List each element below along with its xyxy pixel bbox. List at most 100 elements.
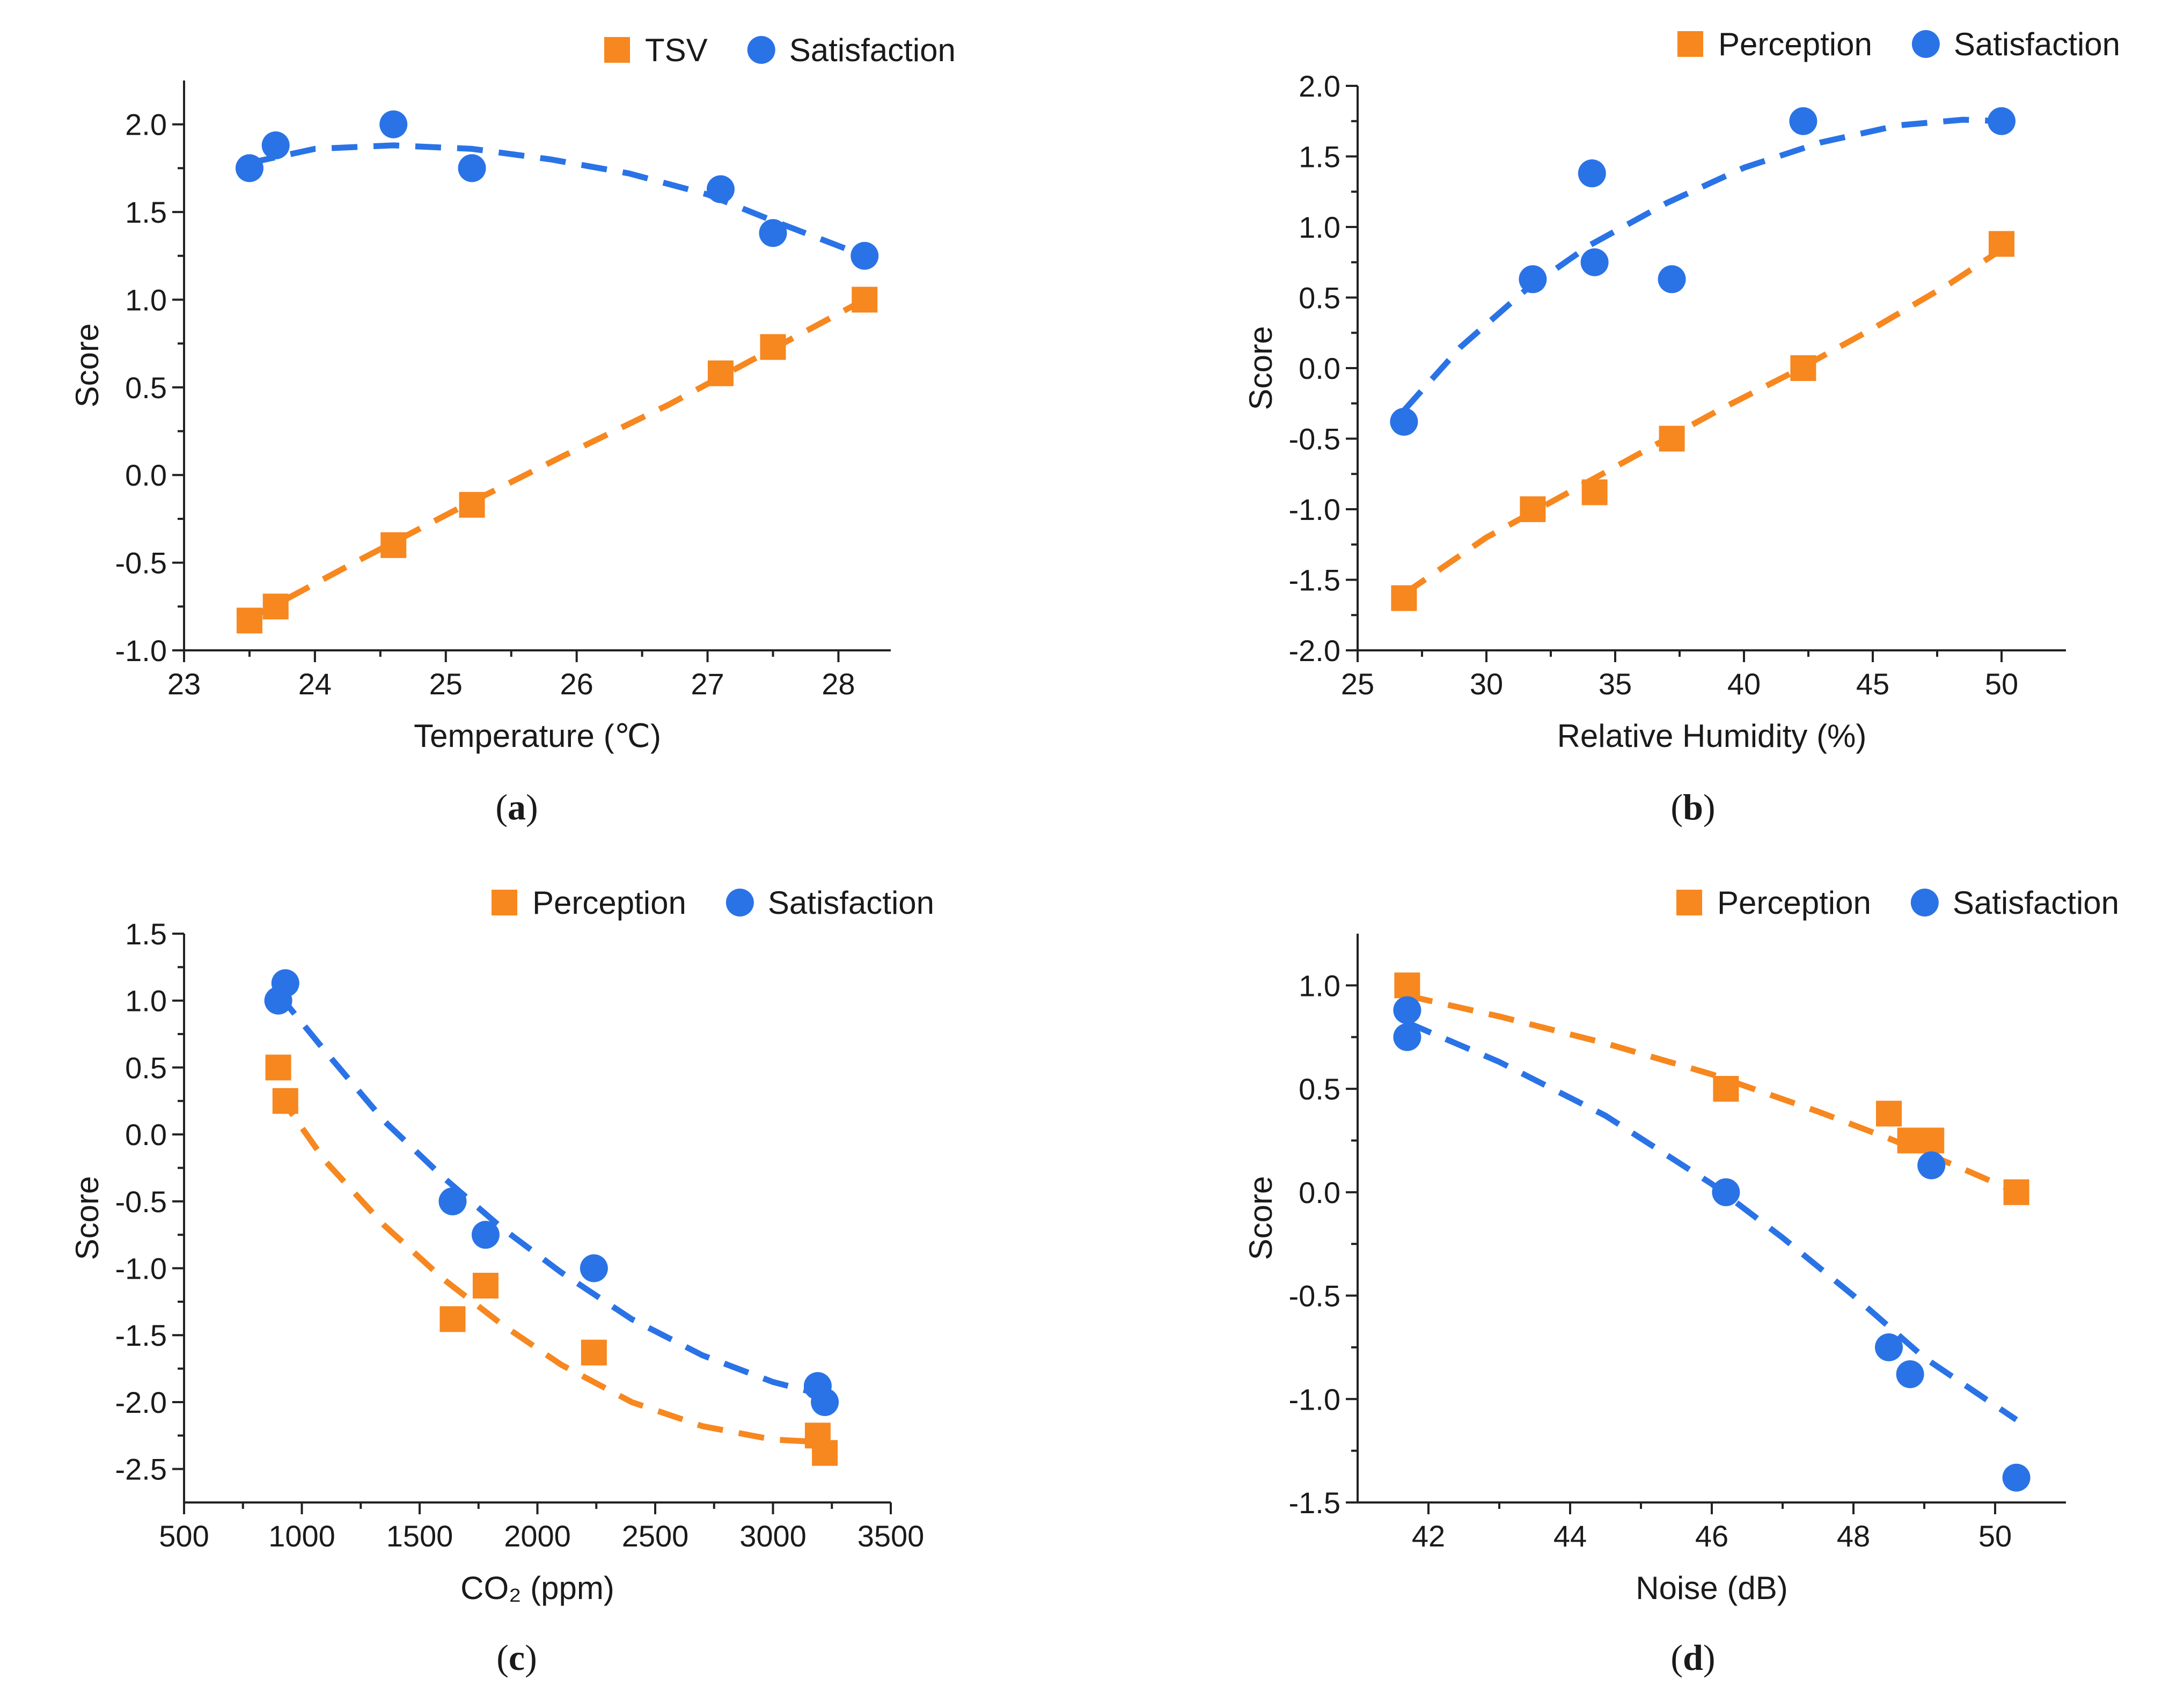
y-tick-label: -1.5 (115, 1318, 167, 1352)
fit-curve (276, 992, 826, 1398)
x-tick-label: 50 (1985, 667, 2018, 701)
data-point (1988, 107, 2016, 135)
x-tick-label: 26 (560, 667, 593, 701)
data-point (1918, 1127, 1945, 1154)
caption-letter: d (1683, 1637, 1703, 1678)
series-perception (265, 1054, 838, 1466)
y-tick-label: -2.0 (115, 1385, 167, 1419)
data-point (851, 241, 879, 270)
data-point (1578, 159, 1606, 188)
y-axis-title: Score (69, 324, 105, 408)
data-point (1393, 1023, 1421, 1051)
series-satisfaction (235, 110, 879, 270)
x-tick-label: 23 (167, 667, 201, 701)
x-tick-label: 1000 (268, 1519, 335, 1553)
y-tick-label: 1.0 (125, 283, 167, 317)
data-point (379, 110, 408, 138)
panel-caption: (b) (1670, 787, 1715, 827)
y-tick-label: -0.5 (1289, 422, 1341, 456)
data-point (1789, 107, 1817, 135)
series-perception (1394, 972, 2029, 1205)
chart-panel-a: 23 24 25 26 27 28 -1.0 -0.5 0.0 0.5 1.0 1.5 2.0 Tempe… (69, 32, 956, 827)
y-tick-label: 0.5 (1299, 281, 1340, 315)
data-point (1875, 1333, 1903, 1361)
panel-caption: (c) (496, 1637, 537, 1678)
y-tick-label: 1.5 (125, 917, 167, 951)
fit-curve (248, 142, 866, 259)
y-tick-label: -0.5 (115, 546, 167, 580)
x-tick-label: 45 (1856, 667, 1889, 701)
caption-letter: c (509, 1637, 525, 1678)
fit-curve (1402, 247, 2004, 597)
panel-caption: (a) (495, 787, 538, 827)
y-tick-label: 2.0 (1299, 69, 1340, 103)
data-point (1394, 972, 1420, 999)
data-point (1393, 996, 1421, 1024)
legend-marker (1677, 31, 1703, 57)
data-point (1658, 265, 1686, 294)
y-tick-label: 0.5 (1299, 1072, 1340, 1106)
data-point (272, 1088, 298, 1114)
legend-label: Perception (1717, 885, 1871, 921)
y-tick-label: -0.5 (115, 1185, 167, 1219)
y-tick-label: 0.0 (1299, 1176, 1340, 1209)
data-point (1917, 1151, 1946, 1179)
caption-paren: ) (1703, 787, 1716, 827)
x-axis-title: Temperature (℃) (414, 718, 661, 754)
fit-curve (1406, 993, 2018, 1195)
series-tsv (236, 287, 878, 634)
legend: Perception Satisfaction (1676, 885, 2119, 921)
data-point (1520, 496, 1546, 522)
y-tick-label: 1.0 (1299, 969, 1340, 1002)
x-tick-label: 3500 (858, 1519, 925, 1553)
data-point (439, 1306, 466, 1332)
data-point (265, 1054, 291, 1081)
x-tick-label: 35 (1599, 667, 1632, 701)
legend-label: Satisfaction (789, 32, 956, 68)
y-axis-title: Score (1243, 1176, 1279, 1260)
y-tick-label: -0.5 (1289, 1279, 1341, 1313)
series-satisfaction (1393, 996, 2031, 1492)
chart-panel-b: 25 30 35 40 45 50 -2.0 -1.5 -1.0 -0.5 0.0 0.5 1.0 1.5… (1243, 26, 2120, 827)
y-tick-label: 1.5 (125, 195, 167, 229)
x-tick-label: 44 (1553, 1519, 1587, 1553)
data-point (580, 1254, 608, 1282)
y-tick-label: -1.5 (1289, 563, 1341, 597)
legend-label: Satisfaction (768, 885, 934, 921)
y-tick-label: -1.5 (1289, 1486, 1341, 1520)
y-tick-label: 0.5 (125, 371, 167, 405)
fit-curve (1406, 1020, 2018, 1423)
chart-panel-c: 500 1000 1500 2000 2500 3000 3500 -2.5 -2.0 -1.5 -… (69, 885, 934, 1678)
data-point (1519, 265, 1547, 294)
x-tick-label: 24 (298, 667, 332, 701)
y-tick-label: 2.0 (125, 108, 167, 142)
data-point (1713, 1076, 1739, 1102)
y-tick-label: -2.0 (1289, 634, 1341, 668)
data-point (2002, 1463, 2031, 1492)
x-tick-label: 25 (1341, 667, 1374, 701)
x-tick-label: 27 (691, 667, 724, 701)
y-tick-label: 0.0 (125, 458, 167, 492)
caption-letter: a (508, 787, 526, 827)
series-perception (1391, 231, 2014, 611)
data-point (1790, 355, 1816, 381)
caption-paren: ( (495, 787, 508, 827)
x-tick-label: 2000 (504, 1519, 571, 1553)
data-point (471, 1221, 500, 1249)
data-point (1580, 248, 1609, 276)
x-tick-label: 40 (1727, 667, 1761, 701)
data-point (459, 492, 485, 518)
y-axis-title: Score (69, 1176, 105, 1260)
x-tick-label: 28 (822, 667, 855, 701)
caption-paren: ( (1670, 1637, 1683, 1678)
y-tick-label: -1.0 (1289, 1382, 1341, 1416)
data-point (380, 532, 407, 558)
data-point (261, 131, 290, 159)
y-tick-label: -2.5 (115, 1453, 167, 1486)
x-tick-label: 1500 (386, 1519, 453, 1553)
data-point (1896, 1360, 1924, 1389)
y-tick-label: 1.0 (125, 984, 167, 1018)
y-tick-label: 1.5 (1299, 140, 1340, 174)
caption-paren: ) (526, 787, 538, 827)
legend-marker (1911, 30, 1940, 58)
